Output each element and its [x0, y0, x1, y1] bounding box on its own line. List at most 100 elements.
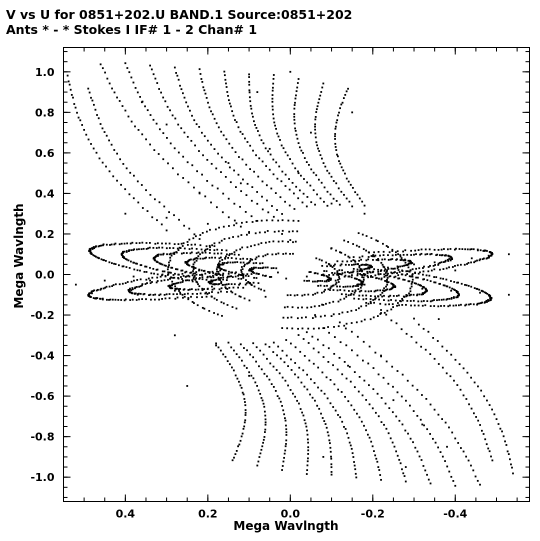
uv-sample-point — [133, 292, 136, 295]
uv-sample-point — [386, 278, 388, 281]
uv-sample-point — [367, 362, 370, 365]
uv-sample-point — [265, 184, 268, 187]
uv-sample-point — [316, 280, 319, 283]
uv-sample-point — [130, 260, 132, 263]
uv-sample-point — [416, 276, 419, 279]
uv-sample-point — [196, 170, 198, 173]
uv-sample-point — [374, 298, 376, 301]
uv-sample-point — [268, 168, 271, 171]
uv-sample-point — [461, 248, 464, 250]
uv-sample-point — [276, 395, 279, 397]
uv-sample-point — [108, 285, 111, 288]
uv-sample-point — [200, 248, 203, 251]
uv-sample-point — [303, 293, 306, 296]
uv-sample-point — [197, 288, 200, 291]
uv-sample-point — [360, 264, 363, 266]
uv-sample-point — [191, 292, 194, 295]
uv-sample-point — [255, 360, 257, 363]
uv-sample-point — [156, 273, 159, 276]
uv-sample-point — [201, 287, 204, 290]
uv-sample-point — [292, 392, 294, 395]
uv-sample-point — [369, 318, 372, 321]
uv-sample-point — [127, 289, 130, 291]
uv-sample-point — [510, 463, 512, 466]
uv-sample-point — [241, 272, 244, 275]
uv-sample-point — [306, 469, 309, 472]
uv-sample-point — [101, 67, 104, 70]
uv-sample-point — [201, 306, 204, 309]
uv-sample-point — [210, 295, 213, 298]
uv-sample-point — [136, 248, 138, 251]
uv-sample-point — [361, 255, 364, 258]
uv-sample-point — [371, 407, 374, 410]
y-tick-label: 0.2 — [35, 228, 55, 241]
uv-sample-point — [254, 124, 256, 126]
uv-sample-point — [314, 315, 317, 318]
uv-sample-point — [220, 252, 223, 255]
uv-sample-point — [281, 349, 284, 352]
uv-sample-point — [455, 291, 458, 293]
uv-sample-point — [406, 379, 409, 382]
uv-sample-point — [260, 448, 263, 451]
uv-sample-point — [180, 269, 183, 272]
uv-sample-point — [215, 342, 217, 345]
uv-sample-point — [102, 287, 105, 290]
uv-sample-point — [334, 138, 336, 140]
uv-sample-point — [352, 456, 355, 458]
uv-sample-point — [302, 369, 305, 372]
uv-sample-point — [353, 408, 356, 411]
uv-sample-point — [310, 306, 313, 309]
uv-sample-point — [344, 428, 347, 430]
uv-sample-point — [372, 299, 375, 301]
uv-sample-point — [237, 253, 240, 256]
uv-sample-point — [150, 298, 152, 301]
uv-sample-point — [113, 149, 116, 151]
uv-sample-point — [168, 261, 170, 264]
uv-sample-point — [356, 354, 359, 357]
uv-sample-point — [141, 133, 144, 136]
uv-sample-point — [145, 298, 147, 301]
uv-sample-point — [362, 359, 364, 362]
uv-sample-point — [353, 277, 356, 280]
uv-sample-point — [231, 459, 234, 462]
uv-sample-point — [320, 412, 322, 415]
uv-sample-point — [145, 242, 148, 244]
uv-sample-point — [163, 205, 166, 208]
uv-sample-point — [220, 281, 223, 283]
uv-sample-point — [485, 299, 488, 302]
uv-sample-point — [240, 359, 243, 362]
uv-sample-point — [422, 465, 425, 467]
uv-sample-point — [147, 247, 150, 250]
uv-sample-point — [423, 292, 426, 294]
uv-sample-point — [449, 259, 452, 262]
uv-sample-point — [448, 470, 451, 473]
uv-sample-point — [396, 454, 399, 457]
uv-sample-point — [102, 259, 105, 261]
uv-sample-point — [250, 215, 253, 218]
uv-sample-point — [316, 105, 319, 108]
uv-sample-point — [509, 458, 511, 461]
uv-sample-point — [411, 275, 414, 278]
uv-sample-point — [167, 266, 170, 269]
uv-sample-point — [360, 268, 363, 271]
uv-sample-point — [499, 427, 502, 430]
uv-sample-point — [247, 281, 250, 283]
uv-sample-point — [359, 268, 362, 270]
uv-sample-point — [389, 275, 392, 278]
uv-sample-point — [376, 392, 379, 395]
uv-sample-point — [365, 297, 368, 300]
uv-sample-point — [227, 99, 230, 102]
uv-sample-point — [326, 169, 329, 172]
uv-sample-point — [96, 114, 98, 116]
uv-sample-point — [206, 139, 209, 142]
uv-sample-point — [402, 250, 405, 253]
uv-sample-point — [393, 276, 396, 279]
uv-sample-point — [158, 201, 161, 204]
uv-sample-point — [261, 399, 264, 402]
uv-sample-point — [95, 255, 97, 258]
uv-sample-point — [501, 430, 503, 433]
uv-sample-point — [182, 279, 184, 282]
uv-sample-point — [322, 82, 325, 85]
uv-sample-point — [452, 304, 455, 307]
uv-sample-point — [422, 293, 425, 296]
